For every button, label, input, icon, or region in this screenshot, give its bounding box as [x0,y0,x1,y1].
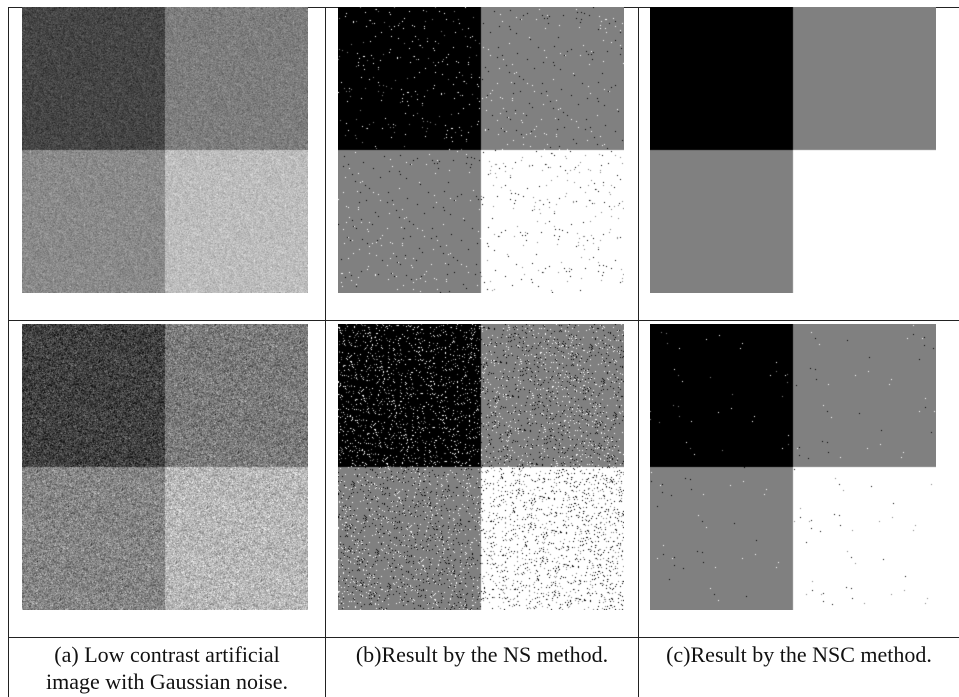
panel-ns-result-row1 [338,7,624,293]
panel-noisy-input-row2 [22,324,308,610]
panel-ns-result-row2 [338,324,624,610]
caption-a-line2: image with Gaussian noise. [46,669,288,694]
caption-a: (a) Low contrast artificial image with G… [9,641,325,695]
nsc-result-image [650,324,936,610]
ns-result-image [338,324,624,610]
nsc-result-image [650,7,936,293]
table-column-divider-1 [325,7,326,697]
table-border-left [8,7,9,697]
caption-c: (c)Result by the NSC method. [639,641,959,668]
caption-a-line1: (a) Low contrast artificial [54,642,280,667]
caption-b-line1: (b)Result by the NS method. [355,642,609,667]
noisy-input-image [22,324,308,610]
table-column-divider-2 [638,7,639,697]
ns-result-image [338,7,624,293]
table-caption-divider [8,637,959,638]
panel-noisy-input-row1 [22,7,308,293]
noisy-input-image [22,7,308,293]
caption-b: (b)Result by the NS method. [326,641,638,668]
panel-nsc-result-row2 [650,324,936,610]
table-row-divider [8,320,959,321]
panel-nsc-result-row1 [650,7,936,293]
caption-c-line1: (c)Result by the NSC method. [666,642,932,667]
